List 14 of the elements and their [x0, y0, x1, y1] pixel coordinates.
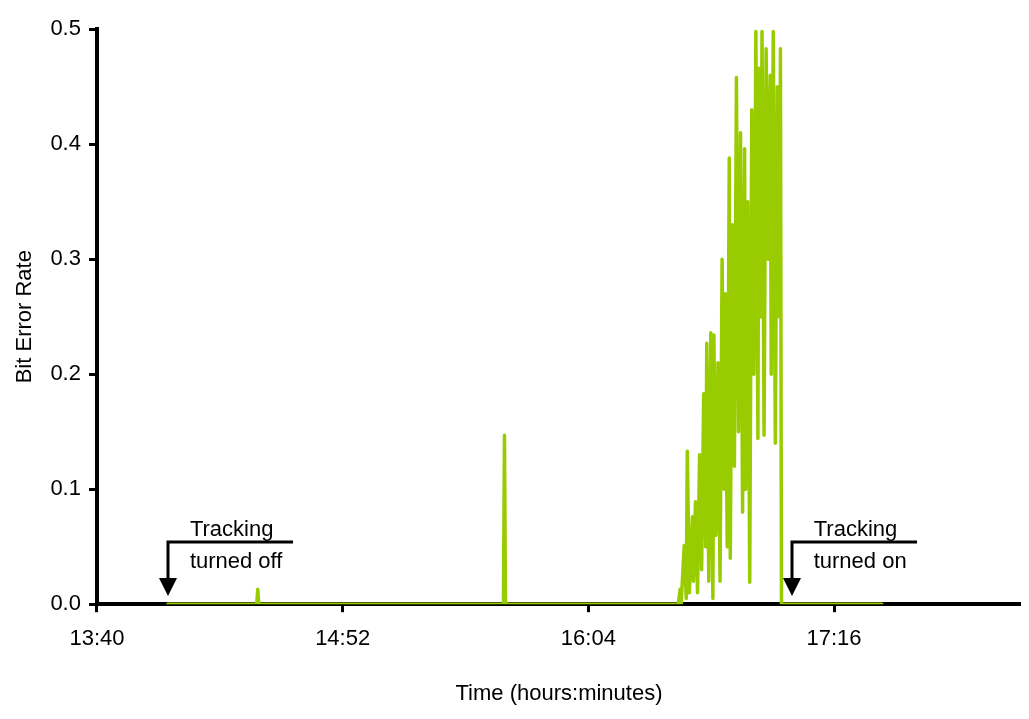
- x-tick-label: 14:52: [315, 625, 371, 651]
- x-tick-label: 16:04: [560, 625, 616, 651]
- x-axis-title: Time (hours:minutes): [455, 679, 663, 705]
- x-tick-label: 13:40: [69, 625, 125, 651]
- annotation: Tracking turned off: [189, 516, 284, 574]
- y-tick-label: 0.0: [50, 590, 81, 616]
- y-tick-label: 0.5: [50, 15, 81, 41]
- x-tick-label: 17:16: [806, 625, 862, 651]
- y-tick-label: 0.3: [50, 245, 81, 271]
- annotation: Tracking turned on: [813, 516, 907, 574]
- y-tick-label: 0.2: [50, 360, 81, 386]
- y-tick-label: 0.4: [50, 130, 81, 156]
- y-tick-label: 0.1: [50, 475, 81, 501]
- y-axis-title: Bit Error Rate: [11, 250, 37, 384]
